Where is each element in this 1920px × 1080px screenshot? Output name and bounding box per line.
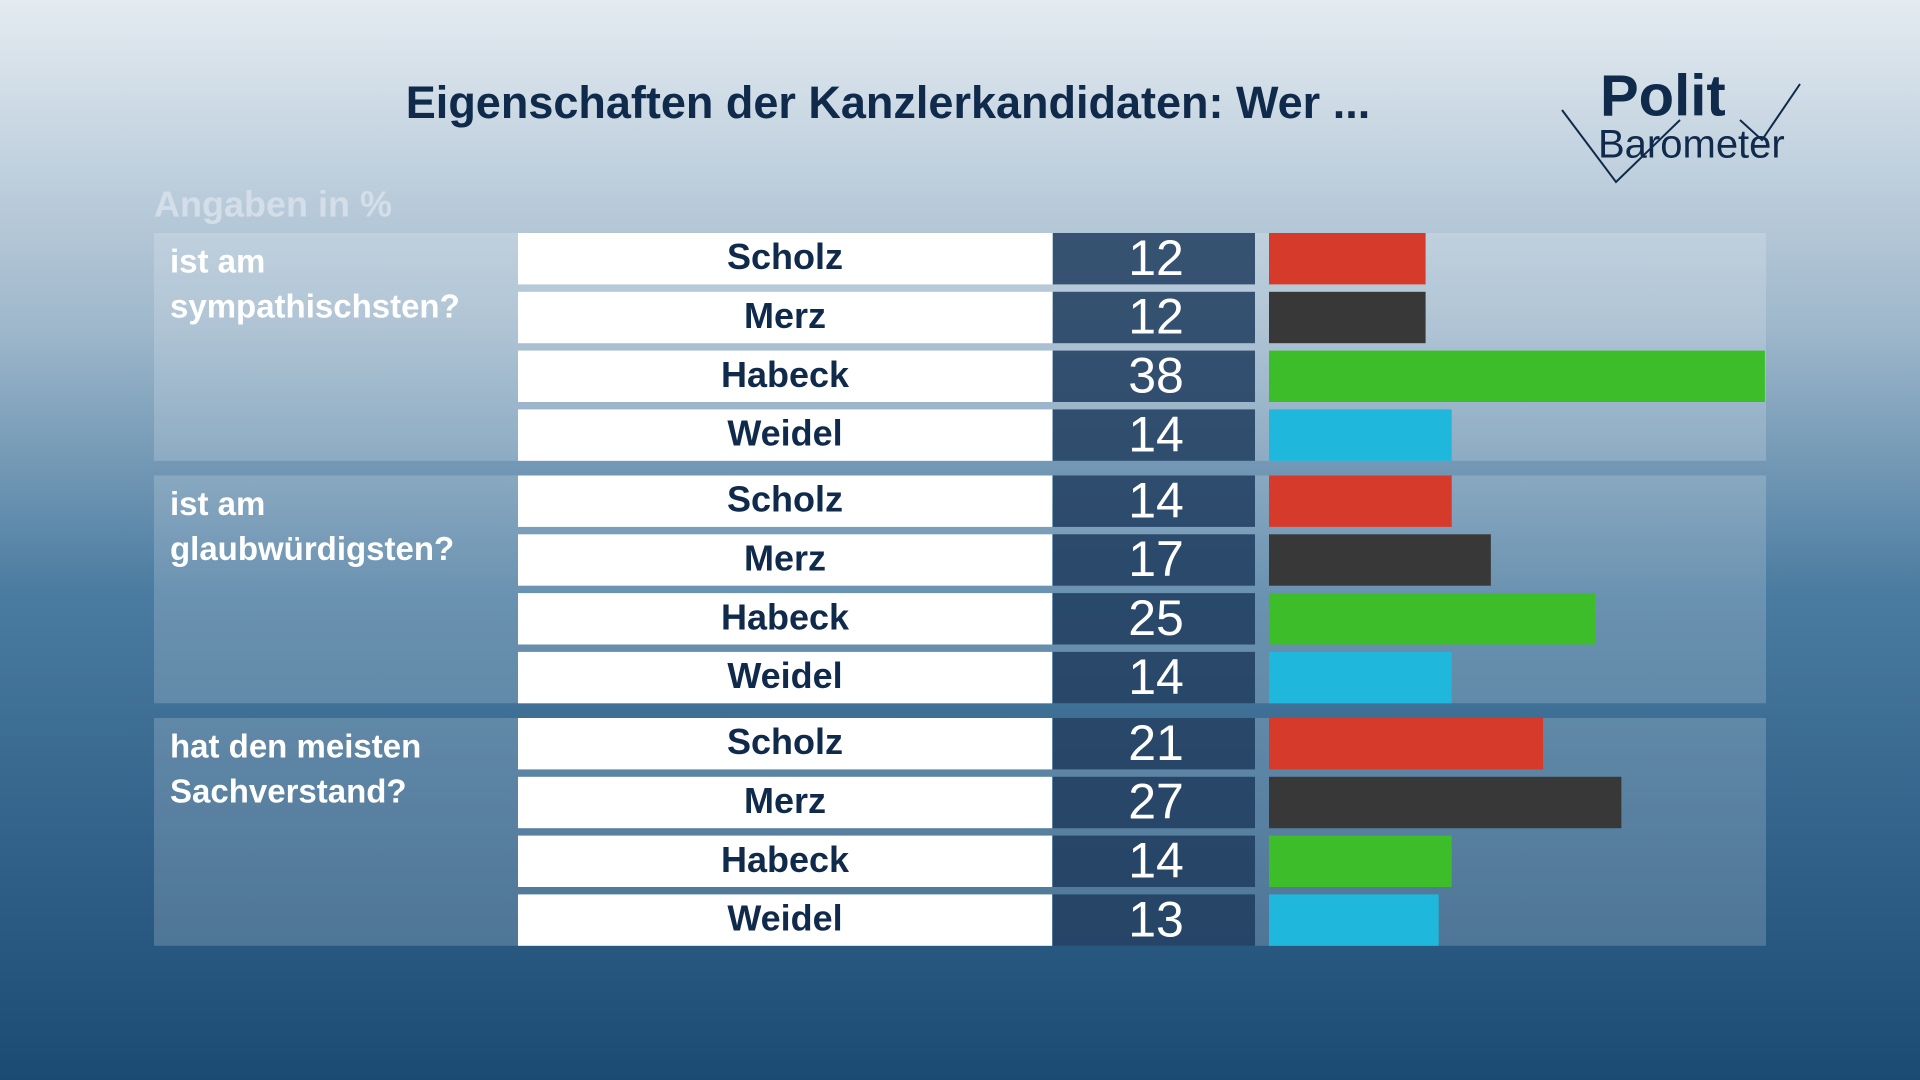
candidate-name: Scholz <box>727 479 843 520</box>
value-label: 12 <box>1128 289 1184 345</box>
bar <box>1269 475 1452 527</box>
value-label: 12 <box>1128 230 1184 286</box>
value-label: 14 <box>1128 649 1184 705</box>
value-cell <box>1053 291 1255 344</box>
bar <box>1269 593 1596 645</box>
value-label: 27 <box>1128 774 1184 830</box>
bar <box>1269 835 1452 887</box>
bar <box>1269 291 1426 344</box>
plot-area: ist am sympathischsten? Scholz 12 Merz 12 Habe… <box>154 230 1766 947</box>
bar <box>1269 350 1765 402</box>
name-cell <box>518 534 1052 586</box>
candidate-name: Merz <box>744 780 826 821</box>
bar <box>1269 651 1452 704</box>
logo-check <box>1561 109 1681 184</box>
value-cell <box>1053 718 1255 770</box>
value-cell <box>1053 776 1255 829</box>
bar <box>1269 233 1426 285</box>
group-label: ist am <box>170 243 265 280</box>
name-cell <box>518 894 1052 946</box>
value-label: 25 <box>1128 590 1184 646</box>
value-cell <box>1053 534 1255 586</box>
bar <box>1269 534 1491 586</box>
candidate-name: Habeck <box>721 839 850 880</box>
name-cell <box>518 409 1052 461</box>
logo-text: Barometer <box>1598 123 1785 167</box>
subtitle: Angaben in % <box>154 184 392 225</box>
name-cell <box>518 475 1052 527</box>
value-label: 13 <box>1128 891 1184 947</box>
candidate-name: Weidel <box>727 655 842 696</box>
name-cell <box>518 718 1052 770</box>
value-cell <box>1053 651 1255 704</box>
value-label: 17 <box>1128 531 1184 587</box>
value-cell <box>1053 350 1255 402</box>
name-cell <box>518 651 1052 704</box>
group-label: glaubwürdigsten? <box>170 530 454 567</box>
name-cell <box>518 350 1052 402</box>
value-cell <box>1053 475 1255 527</box>
value-cell <box>1053 593 1255 645</box>
logo: Polit Barometer <box>1561 63 1801 184</box>
name-cell <box>518 593 1052 645</box>
logo-text: Polit <box>1600 63 1726 128</box>
candidate-name: Weidel <box>727 413 842 454</box>
value-cell <box>1053 409 1255 461</box>
value-label: 14 <box>1128 472 1184 528</box>
value-cell <box>1053 835 1255 887</box>
candidate-name: Merz <box>744 538 826 579</box>
candidate-name: Habeck <box>721 354 850 395</box>
bar <box>1269 409 1452 461</box>
candidate-name: Weidel <box>727 898 842 939</box>
candidate-name: Habeck <box>721 596 850 637</box>
name-cell <box>518 835 1052 887</box>
value-label: 14 <box>1128 833 1184 889</box>
value-cell <box>1053 233 1255 285</box>
name-cell <box>518 291 1052 344</box>
chart-title: Eigenschaften der Kanzlerkandidaten: Wer… <box>406 77 1370 128</box>
value-cell <box>1053 894 1255 946</box>
candidate-name: Merz <box>744 295 826 336</box>
bar <box>1269 718 1544 770</box>
value-label: 14 <box>1128 406 1184 462</box>
group-label: sympathischsten? <box>170 288 460 325</box>
value-label: 38 <box>1128 348 1184 404</box>
group-label: ist am <box>170 485 265 522</box>
candidate-name: Scholz <box>727 236 843 277</box>
logo-check <box>1739 83 1801 142</box>
value-label: 21 <box>1128 715 1184 771</box>
bar <box>1269 894 1439 946</box>
name-cell <box>518 233 1052 285</box>
group-label: hat den meisten <box>170 728 421 765</box>
group-label: Sachverstand? <box>170 773 407 810</box>
bar <box>1269 776 1622 829</box>
name-cell <box>518 776 1052 829</box>
candidate-name: Scholz <box>727 721 843 762</box>
